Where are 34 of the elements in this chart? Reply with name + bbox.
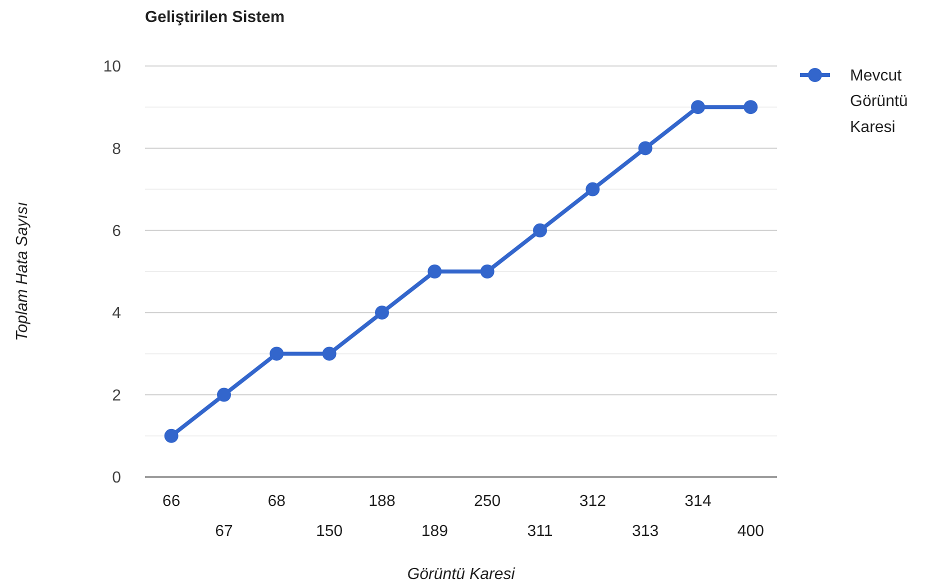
x-tick-label: 313 xyxy=(632,523,659,540)
x-tick-label: 188 xyxy=(368,493,396,510)
x-axis-title: Görüntü Karesi xyxy=(407,566,516,583)
x-tick-label: 189 xyxy=(421,523,448,540)
point xyxy=(375,306,389,320)
x-tick-label: 312 xyxy=(579,493,606,510)
y-tick-label: 10 xyxy=(103,58,122,76)
y-axis-title: Toplam Hata Sayısı xyxy=(14,202,31,342)
chart-title: Geliştirilen Sistem xyxy=(145,9,285,26)
point xyxy=(744,100,758,114)
point xyxy=(638,141,652,156)
point xyxy=(164,428,178,443)
y-tick-label: 6 xyxy=(112,223,122,240)
x-tick-label: 66 xyxy=(162,493,180,510)
point xyxy=(480,264,494,278)
x-tick-label: 68 xyxy=(268,493,286,510)
point xyxy=(691,100,705,114)
y-tick-label: 2 xyxy=(112,387,122,404)
x-tick-label: 67 xyxy=(215,523,233,540)
point xyxy=(270,346,284,361)
y-tick-label: 4 xyxy=(112,305,122,322)
point xyxy=(428,264,442,278)
x-tick-label: 150 xyxy=(316,523,343,540)
point xyxy=(533,223,547,238)
y-tick-label: 8 xyxy=(112,140,122,158)
x-tick-label: 400 xyxy=(737,523,764,540)
x-tick-label: 250 xyxy=(474,493,501,510)
x-tick-label: 314 xyxy=(684,493,712,510)
y-tick-label: 0 xyxy=(112,470,122,487)
x-tick-label: 311 xyxy=(527,523,553,540)
point xyxy=(322,346,336,361)
point xyxy=(217,388,231,402)
point xyxy=(586,182,600,196)
legend-label: Mevcut Görüntü Karesi xyxy=(850,68,908,136)
